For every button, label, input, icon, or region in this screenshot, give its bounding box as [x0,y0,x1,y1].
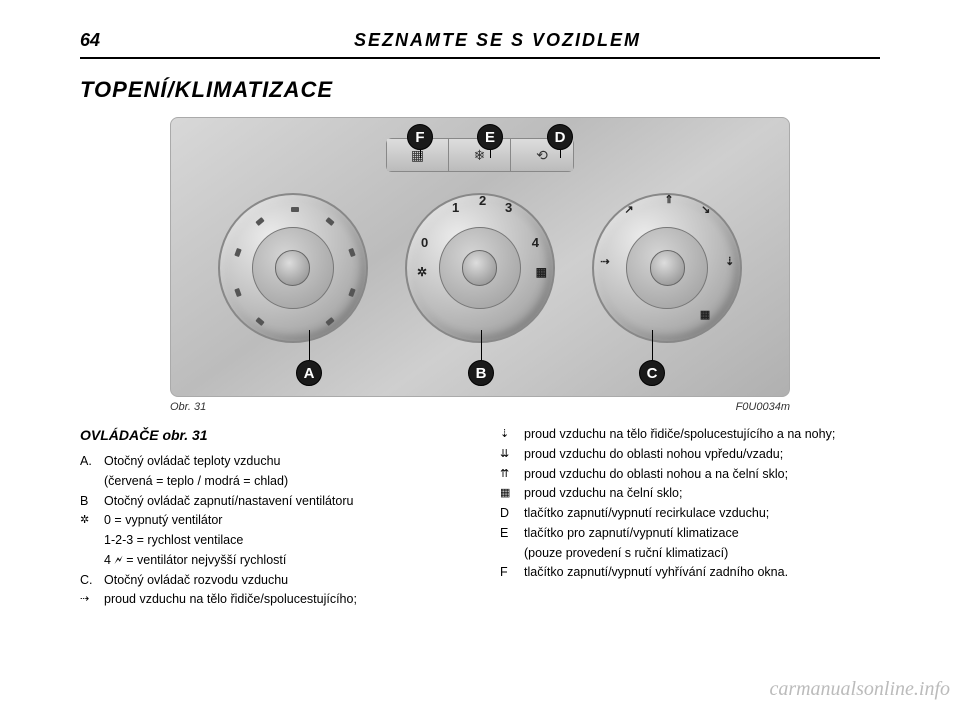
leader-F [420,150,421,158]
temp-dial-knob [275,250,310,285]
fan-label-4: 4 [532,235,539,250]
list-item: B Otočný ovládač zapnutí/nastavení venti… [80,492,460,511]
airflow-body-feet-icon: ⇣ [500,425,524,444]
item-key: E [500,524,524,543]
list-item: A. Otočný ovládač teploty vzduchu [80,452,460,471]
item-text: tlačítko zapnutí/vypnutí recirkulace vzd… [524,504,880,523]
fan-off-icon: ✲ [80,511,104,530]
list-item: E tlačítko pro zapnutí/vypnutí klimatiza… [500,524,880,543]
item-text: Otočný ovládač rozvodu vzduchu [104,571,460,590]
list-item: 1-2-3 = rychlost ventilace [80,531,460,550]
callout-E: E [477,124,503,150]
airflow-screen-icon: ▦ [500,484,524,503]
figure-container: ▦ ❄ ⟲ F E D [80,117,880,413]
item-key [500,544,524,563]
fan-dial: 1 2 3 0 4 ✲ ▦ [405,193,555,343]
content-columns: OVLÁDAČE obr. 31 A. Otočný ovládač teplo… [80,425,880,610]
dial-row: 1 2 3 0 4 ✲ ▦ ↗ ⇑ ↘ ⇢ ⇣ ▦ [171,193,789,343]
list-item: (pouze provedení s ruční klimatizací) [500,544,880,563]
list-item: C. Otočný ovládač rozvodu vzduchu [80,571,460,590]
item-text: Otočný ovládač zapnutí/nastavení ventilá… [104,492,460,511]
item-text: proud vzduchu na čelní sklo; [524,484,880,503]
item-text: proud vzduchu na tělo řidiče/spolucestuj… [104,590,460,609]
airflow-feet-screen-icon: ⇈ [500,465,524,484]
defrost-icon: ▦ [536,265,547,279]
fan-dial-knob [462,250,497,285]
item-text: Otočný ovládač teploty vzduchu [104,452,460,471]
controls-heading: OVLÁDAČE obr. 31 [80,425,460,446]
page-header: 64 SEZNAMTE SE S VOZIDLEM [80,30,880,59]
airflow-icon-3: ↘ [701,203,710,216]
airflow-feet-icon: ⇊ [500,445,524,464]
airflow-dial-knob [650,250,685,285]
left-column: OVLÁDAČE obr. 31 A. Otočný ovládač teplo… [80,425,460,610]
item-key: A. [80,452,104,471]
leader-C [652,330,653,360]
list-item: ⇣ proud vzduchu na tělo řidiče/spolucest… [500,425,880,444]
page-number: 64 [80,30,100,51]
airflow-icon-2: ⇑ [664,193,673,206]
item-text: 1-2-3 = rychlost ventilace [104,531,460,550]
list-item: F tlačítko zapnutí/vypnutí vyhřívání zad… [500,563,880,582]
fan-icon: ✲ [417,265,427,279]
item-key: C. [80,571,104,590]
airflow-icon-5: ⇣ [725,255,734,268]
item-text: tlačítko pro zapnutí/vypnutí klimatizace [524,524,880,543]
list-item: D tlačítko zapnutí/vypnutí recirkulace v… [500,504,880,523]
callout-B: B [468,360,494,386]
list-item: ▦ proud vzduchu na čelní sklo; [500,484,880,503]
airflow-icon-4: ⇢ [600,255,609,268]
item-key: B [80,492,104,511]
fan-label-3: 3 [505,200,512,215]
list-item: 4 🗲 = ventilátor nejvyšší rychlostí [80,551,460,570]
hvac-illustration: ▦ ❄ ⟲ F E D [170,117,790,397]
item-text: proud vzduchu do oblasti nohou a na čeln… [524,465,880,484]
figure-caption: Obr. 31 F0U0034m [170,401,790,413]
watermark: carmanualsonline.info [769,678,950,701]
item-key: F [500,563,524,582]
figure-code: F0U0034m [736,401,790,413]
airflow-body-icon: ⇢ [80,590,104,609]
airflow-icon-1: ↗ [624,203,633,216]
fan-label-0: 0 [421,235,428,250]
item-text: (červená = teplo / modrá = chlad) [104,472,460,491]
fan-label-2: 2 [479,193,486,208]
figure-number: Obr. 31 [170,401,206,413]
callout-A: A [296,360,322,386]
item-text: proud vzduchu do oblasti nohou vpředu/vz… [524,445,880,464]
item-text: (pouze provedení s ruční klimatizací) [524,544,880,563]
item-key [80,531,104,550]
leader-E [490,150,491,158]
leader-A [309,330,310,360]
leader-D [560,150,561,158]
list-item: ⇢ proud vzduchu na tělo řidiče/spolucest… [80,590,460,609]
list-item: (červená = teplo / modrá = chlad) [80,472,460,491]
temperature-dial [218,193,368,343]
item-text: 4 🗲 = ventilátor nejvyšší rychlostí [104,551,460,570]
fan-label-1: 1 [452,200,459,215]
item-key: D [500,504,524,523]
airflow-dial: ↗ ⇑ ↘ ⇢ ⇣ ▦ [592,193,742,343]
item-key [80,551,104,570]
callout-D: D [547,124,573,150]
list-item: ⇊ proud vzduchu do oblasti nohou vpředu/… [500,445,880,464]
airflow-icon-6: ▦ [700,308,710,321]
right-column: ⇣ proud vzduchu na tělo řidiče/spolucest… [500,425,880,610]
list-item: ✲ 0 = vypnutý ventilátor [80,511,460,530]
item-text: proud vzduchu na tělo řidiče/spolucestuj… [524,425,880,444]
leader-B [481,330,482,360]
item-key [80,472,104,491]
callout-C: C [639,360,665,386]
section-title: TOPENÍ/KLIMATIZACE [80,77,880,103]
item-text: 0 = vypnutý ventilátor [104,511,460,530]
callout-F: F [407,124,433,150]
list-item: ⇈ proud vzduchu do oblasti nohou a na če… [500,465,880,484]
item-text: tlačítko zapnutí/vypnutí vyhřívání zadní… [524,563,880,582]
chapter-title: SEZNAMTE SE S VOZIDLEM [115,30,880,51]
